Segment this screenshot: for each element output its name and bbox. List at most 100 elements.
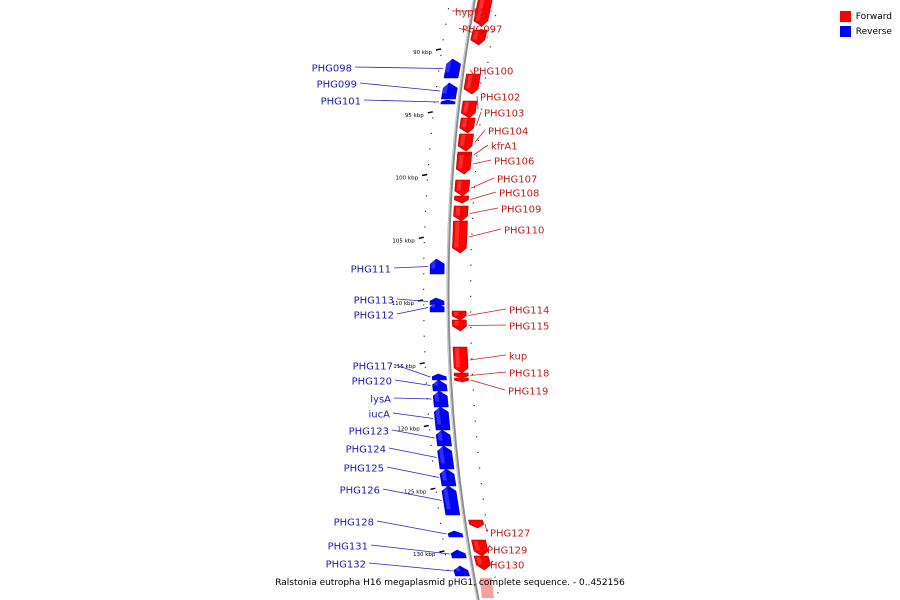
gene-phg120[interactable]: PHG120 [352,377,448,392]
gene-label[interactable]: PHG111 [351,265,391,276]
gene-glyph[interactable] [443,58,461,79]
gene-glyph[interactable] [459,117,476,134]
gene-glyph[interactable] [432,390,449,408]
gene-glyph[interactable] [473,0,493,27]
gene-label[interactable]: PHG109 [501,205,541,216]
gene-phg114[interactable]: PHG114 [451,306,549,321]
gene-glyph[interactable] [447,530,464,538]
gene-glyph[interactable] [457,133,474,152]
gene-label[interactable]: PHG118 [509,369,549,380]
gene-glyph[interactable] [453,195,470,204]
gene-iuca[interactable]: iucA [369,406,451,431]
gene-label[interactable]: PHG130 [484,561,524,572]
gene-glyph[interactable] [460,100,478,119]
gene-glyph[interactable] [431,373,447,381]
gene-phg128[interactable]: PHG128 [334,518,464,538]
gene-glyph[interactable] [440,99,456,105]
gene-phg101[interactable]: PHG101 [321,97,456,108]
gene-phg103[interactable]: PHG103 [459,109,525,134]
gene-glyph[interactable] [473,555,491,571]
gene-glyph[interactable] [470,29,488,46]
gene-label[interactable]: PHG114 [509,306,549,317]
gene-label[interactable]: PHG103 [484,109,524,120]
gene-phg119[interactable]: PHG119 [454,377,548,398]
gene-phg131[interactable]: PHG131 [328,542,467,559]
gene-label[interactable]: lysA [370,395,391,406]
gene-hypf2[interactable]: hypF2 [452,0,493,27]
gene-label[interactable]: PHG124 [346,445,386,456]
gene-label[interactable]: PHG129 [487,546,527,557]
gene-phg130[interactable]: PHG130 [473,555,524,572]
gene-glyph[interactable] [463,73,481,95]
gene-label[interactable]: PHG107 [497,175,537,186]
gene-label[interactable]: hypF2 [455,8,486,19]
gene-label[interactable]: PHG099 [317,80,357,91]
gene-glyph[interactable] [468,519,485,529]
gene-label[interactable]: PHG128 [334,518,374,529]
gene-phg110[interactable]: PHG110 [452,220,544,254]
gene-glyph[interactable] [471,539,489,557]
gene-label[interactable]: PHG098 [312,64,352,75]
gene-glyph[interactable] [432,379,448,392]
gene-label[interactable]: PHG104 [488,127,528,138]
gene-label[interactable]: PHG120 [352,377,392,388]
gene-glyph[interactable] [450,549,467,559]
gene-label[interactable]: PHG106 [494,157,534,168]
gene-glyph[interactable] [454,179,471,197]
gene-label[interactable]: PHG132 [326,560,366,571]
gene-label[interactable]: PHG097 [462,25,502,36]
gene-label[interactable]: PHG127 [490,529,530,540]
gene-phg113[interactable]: PHG113 [354,296,445,307]
gene-phg106[interactable]: PHG106 [455,153,534,175]
gene-label[interactable]: iucA [369,410,391,421]
gene-label[interactable]: PHG102 [480,93,520,104]
gene-phg123[interactable]: PHG123 [349,427,452,447]
gene-glyph[interactable] [441,82,458,100]
gene-phg102[interactable]: PHG102 [460,93,520,119]
gene-phg107[interactable]: PHG107 [454,175,538,197]
gene-phg132[interactable]: PHG132 [326,560,471,577]
gene-label[interactable]: PHG126 [340,486,380,497]
gene-lysa[interactable]: lysA [370,390,449,408]
gene-label[interactable]: PHG117 [353,362,393,373]
gene-glyph[interactable] [453,372,469,379]
gene-phg129[interactable]: PHG129 [471,539,528,557]
gene-label[interactable]: PHG108 [499,189,539,200]
gene-phg108[interactable]: PHG108 [453,189,539,204]
gene-phg127[interactable]: PHG127 [468,519,531,540]
gene-label[interactable]: PHG131 [328,542,368,553]
gene-label[interactable]: kup [509,352,527,363]
gene-phg100[interactable]: PHG100 [463,67,513,95]
gene-phg115[interactable]: PHG115 [451,319,549,333]
gene-glyph[interactable] [455,153,473,175]
gene-glyph[interactable] [433,406,451,431]
gene-phg125[interactable]: PHG125 [344,464,457,487]
gene-label[interactable]: PHG115 [509,322,549,333]
gene-label[interactable]: PHG112 [354,311,394,322]
gene-label[interactable]: PHG123 [349,427,389,438]
gene-phg097[interactable]: PHG097 [458,25,502,46]
gene-phg124[interactable]: PHG124 [346,445,455,470]
gene-label[interactable]: PHG125 [344,464,384,475]
gene-phg109[interactable]: PHG109 [453,205,542,222]
gene-label[interactable]: PHG101 [321,97,361,108]
gene-glyph[interactable] [451,319,467,332]
gene-label[interactable]: PHG113 [354,296,394,307]
gene-glyph[interactable] [452,220,468,254]
gene-glyph[interactable] [453,205,469,222]
gene-phg112[interactable]: PHG112 [354,302,445,322]
gene-glyph[interactable] [439,468,457,487]
gene-glyph[interactable] [452,346,469,374]
gene-label[interactable]: PHG100 [473,67,513,78]
gene-glyph[interactable] [441,485,461,516]
gene-glyph[interactable] [453,565,471,577]
gene-phg118[interactable]: PHG118 [453,369,549,380]
gene-phg099[interactable]: PHG099 [317,80,458,100]
gene-glyph[interactable] [429,258,445,275]
gene-label[interactable]: kfrA1 [491,142,518,153]
gene-glyph[interactable] [454,377,469,383]
gene-phg098[interactable]: PHG098 [312,58,461,79]
gene-phg111[interactable]: PHG111 [351,258,445,276]
gene-phg126[interactable]: PHG126 [340,485,461,516]
gene-phg104[interactable]: PHG104 [457,127,528,152]
